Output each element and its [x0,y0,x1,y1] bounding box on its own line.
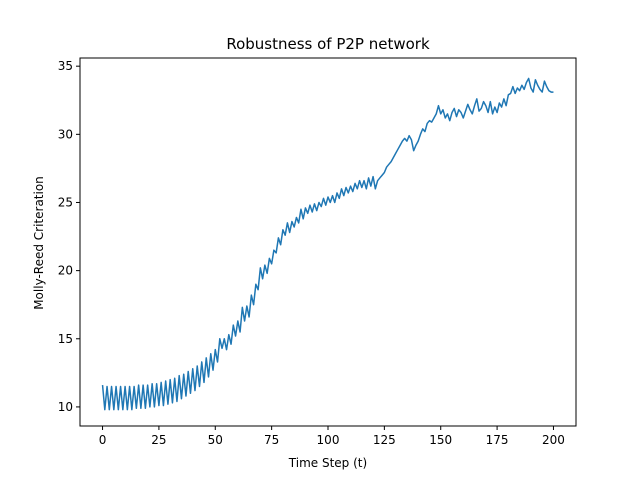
y-axis-label: Molly-Reed Criteration [32,176,46,310]
axis-ticks: 0 25 50 75 100 125 150 175 200 10 15 20 25 30 35 [58,59,565,447]
x-tick-label: 175 [486,433,509,447]
x-tick-label: 150 [429,433,452,447]
x-tick-label: 100 [317,433,340,447]
x-tick-label: 0 [99,433,107,447]
x-tick-label: 125 [373,433,396,447]
x-tick-label: 25 [151,433,166,447]
y-tick-label: 20 [58,264,73,278]
y-tick-label: 10 [58,400,73,414]
x-tick-label: 50 [208,433,223,447]
y-tick-label: 25 [58,195,73,209]
series-line [101,77,554,411]
x-tick-label: 75 [264,433,279,447]
plot-area [101,77,554,411]
y-tick-label: 35 [58,59,73,73]
y-tick-label: 15 [58,332,73,346]
x-axis-label: Time Step (t) [288,456,367,470]
y-tick-label: 30 [58,127,73,141]
chart-title: Robustness of P2P network [226,35,430,53]
axes-frame [79,57,577,427]
x-tick-label: 200 [542,433,565,447]
